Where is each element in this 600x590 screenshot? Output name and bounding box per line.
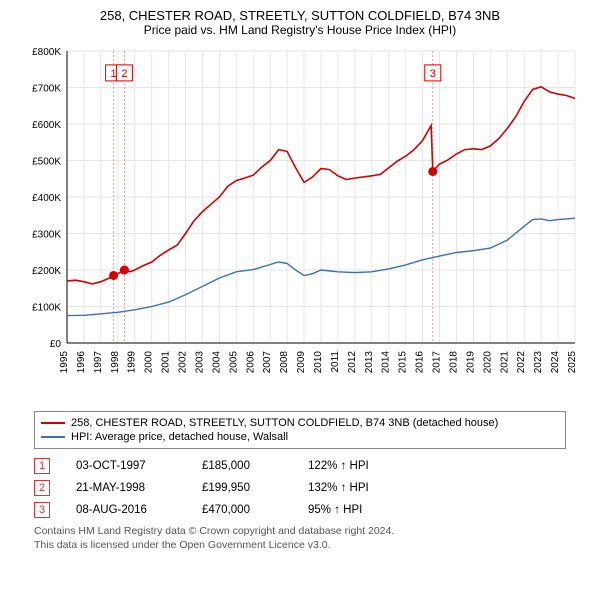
sale-hpi: 132% ↑ HPI [308, 482, 398, 494]
svg-text:2003: 2003 [194, 351, 205, 374]
footer-line-2: This data is licensed under the Open Gov… [34, 539, 566, 553]
sales-row: 2 21-MAY-1998 £199,950 132% ↑ HPI [34, 477, 566, 499]
svg-text:2013: 2013 [364, 351, 375, 374]
svg-text:2022: 2022 [516, 351, 527, 374]
legend-label: HPI: Average price, detached house, Wals… [71, 431, 288, 443]
svg-text:2010: 2010 [313, 351, 324, 374]
svg-text:2020: 2020 [482, 351, 493, 374]
sale-number-box: 2 [34, 480, 50, 496]
legend-label: 258, CHESTER ROAD, STREETLY, SUTTON COLD… [71, 417, 498, 429]
svg-text:1995: 1995 [59, 351, 70, 374]
sales-row: 3 08-AUG-2016 £470,000 95% ↑ HPI [34, 499, 566, 521]
svg-text:£800K: £800K [32, 47, 61, 58]
sales-table: 1 03-OCT-1997 £185,000 122% ↑ HPI 2 21-MAY-19… [34, 455, 566, 521]
svg-text:2007: 2007 [262, 351, 273, 374]
sale-number-box: 3 [34, 502, 50, 518]
chart-plot-area: £0 £100K £200K £300K £400K £500K £600K £700K £80… [15, 43, 585, 403]
svg-text:£400K: £400K [32, 193, 61, 204]
chart-title: 258, CHESTER ROAD, STREETLY, SUTTON COLD… [10, 8, 590, 23]
svg-text:£0: £0 [50, 339, 62, 350]
svg-text:2000: 2000 [144, 351, 155, 374]
svg-text:2006: 2006 [245, 351, 256, 374]
svg-text:1999: 1999 [127, 351, 138, 374]
chart-legend: 258, CHESTER ROAD, STREETLY, SUTTON COLD… [34, 411, 566, 449]
svg-text:2012: 2012 [347, 351, 358, 374]
svg-text:2009: 2009 [296, 351, 307, 374]
svg-text:2019: 2019 [465, 351, 476, 374]
sale-number-box: 1 [34, 458, 50, 474]
sale-hpi: 122% ↑ HPI [308, 460, 398, 472]
svg-text:1997: 1997 [93, 351, 104, 374]
legend-row: 258, CHESTER ROAD, STREETLY, SUTTON COLD… [41, 416, 559, 430]
svg-text:£500K: £500K [32, 157, 61, 168]
svg-text:£200K: £200K [32, 266, 61, 277]
svg-text:2023: 2023 [533, 351, 544, 374]
svg-text:£100K: £100K [32, 303, 61, 314]
svg-text:2015: 2015 [398, 351, 409, 374]
svg-text:2011: 2011 [330, 351, 341, 373]
svg-text:2021: 2021 [499, 351, 510, 374]
svg-text:1996: 1996 [76, 351, 87, 374]
sale-price: £470,000 [202, 504, 282, 516]
svg-text:2001: 2001 [161, 351, 172, 374]
sale-date: 08-AUG-2016 [76, 504, 176, 516]
footer-line-1: Contains HM Land Registry data © Crown c… [34, 525, 566, 539]
svg-text:2014: 2014 [381, 351, 392, 374]
svg-text:£600K: £600K [32, 120, 61, 131]
svg-text:2: 2 [121, 68, 127, 80]
sales-row: 1 03-OCT-1997 £185,000 122% ↑ HPI [34, 455, 566, 477]
sale-price: £185,000 [202, 460, 282, 472]
svg-text:2017: 2017 [432, 351, 443, 374]
svg-text:£300K: £300K [32, 230, 61, 241]
sale-date: 03-OCT-1997 [76, 460, 176, 472]
svg-text:2024: 2024 [550, 351, 561, 374]
svg-text:2005: 2005 [228, 351, 239, 374]
svg-text:2004: 2004 [211, 351, 222, 374]
svg-text:2008: 2008 [279, 351, 290, 374]
sale-hpi: 95% ↑ HPI [308, 504, 398, 516]
chart-subtitle: Price paid vs. HM Land Registry's House … [10, 23, 590, 37]
legend-swatch [41, 436, 65, 438]
svg-text:1: 1 [111, 68, 117, 80]
svg-text:2018: 2018 [448, 351, 459, 374]
sale-date: 21-MAY-1998 [76, 482, 176, 494]
svg-text:3: 3 [430, 68, 436, 80]
svg-text:2016: 2016 [415, 351, 426, 374]
svg-text:2002: 2002 [178, 351, 189, 374]
legend-row: HPI: Average price, detached house, Wals… [41, 430, 559, 444]
chart-svg: £0 £100K £200K £300K £400K £500K £600K £700K £80… [15, 43, 585, 403]
svg-text:1998: 1998 [110, 351, 121, 374]
sale-price: £199,950 [202, 482, 282, 494]
svg-text:2025: 2025 [567, 351, 578, 374]
svg-text:£700K: £700K [32, 84, 61, 95]
chart-footer: Contains HM Land Registry data © Crown c… [34, 525, 566, 552]
chart-container: 258, CHESTER ROAD, STREETLY, SUTTON COLD… [0, 0, 600, 590]
legend-swatch [41, 422, 65, 424]
